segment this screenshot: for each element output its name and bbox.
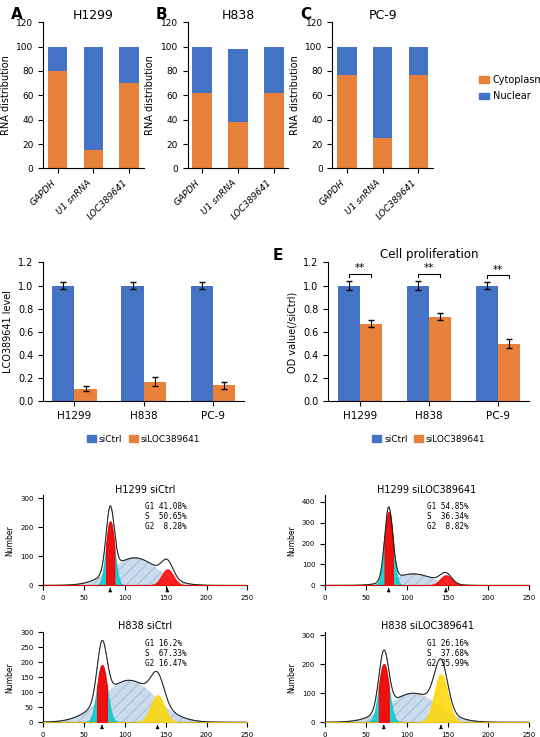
Legend: siCtrl, siLOC389641: siCtrl, siLOC389641 <box>369 431 489 447</box>
Title: PC-9: PC-9 <box>368 9 397 22</box>
Title: H1299: H1299 <box>73 9 114 22</box>
Bar <box>144 382 166 402</box>
Bar <box>373 138 393 169</box>
Bar <box>84 46 103 150</box>
Bar <box>337 46 356 74</box>
Text: G1 26.16%
S  37.68%
G2 35.99%: G1 26.16% S 37.68% G2 35.99% <box>427 638 469 668</box>
Title: H1299 siCtrl: H1299 siCtrl <box>115 485 176 495</box>
Bar <box>119 46 139 83</box>
Text: A: A <box>11 7 23 22</box>
Title: Cell proliferation: Cell proliferation <box>380 248 478 261</box>
Bar <box>337 74 356 169</box>
Bar <box>476 285 498 402</box>
Bar <box>122 285 144 402</box>
Bar <box>409 74 428 169</box>
Bar <box>48 46 68 71</box>
Bar <box>84 150 103 169</box>
Title: H838 siLOC389641: H838 siLOC389641 <box>381 621 474 632</box>
Bar <box>75 388 97 402</box>
Bar <box>429 317 451 402</box>
Text: **: ** <box>493 265 503 275</box>
Bar <box>48 71 68 169</box>
Text: **: ** <box>354 263 364 273</box>
Bar <box>119 83 139 169</box>
Bar <box>228 49 248 122</box>
Bar <box>52 285 75 402</box>
Text: G1 16.2%
S  67.33%
G2 16.47%: G1 16.2% S 67.33% G2 16.47% <box>145 638 187 668</box>
Legend: siCtrl, siLOC389641: siCtrl, siLOC389641 <box>84 431 204 447</box>
Y-axis label: RNA distribution: RNA distribution <box>145 55 156 135</box>
Title: H838 siCtrl: H838 siCtrl <box>118 621 172 632</box>
Title: H1299 siLOC389641: H1299 siLOC389641 <box>377 485 477 495</box>
Bar <box>373 46 393 138</box>
Y-axis label: RNA distribution: RNA distribution <box>290 55 300 135</box>
Bar <box>191 285 213 402</box>
Bar <box>338 285 360 402</box>
Text: E: E <box>272 248 282 264</box>
Y-axis label: Number: Number <box>287 525 296 556</box>
Y-axis label: Number: Number <box>5 662 15 693</box>
Text: G1 54.85%
S  36.34%
G2  8.82%: G1 54.85% S 36.34% G2 8.82% <box>427 502 469 531</box>
Bar <box>264 46 284 93</box>
Y-axis label: LCO389641 level: LCO389641 level <box>3 290 12 374</box>
Y-axis label: OD value(/siCtrl): OD value(/siCtrl) <box>288 291 298 373</box>
Y-axis label: Number: Number <box>287 662 296 693</box>
Bar <box>213 385 235 402</box>
Bar <box>498 343 520 402</box>
Y-axis label: Number: Number <box>5 525 15 556</box>
Text: **: ** <box>424 263 434 273</box>
Y-axis label: RNA distribution: RNA distribution <box>1 55 11 135</box>
Bar <box>192 93 212 169</box>
Text: C: C <box>300 7 312 22</box>
Title: H838: H838 <box>221 9 255 22</box>
Bar <box>407 285 429 402</box>
Bar <box>228 122 248 169</box>
Text: G1 41.08%
S  50.65%
G2  8.28%: G1 41.08% S 50.65% G2 8.28% <box>145 502 187 531</box>
Bar <box>192 46 212 93</box>
Bar <box>360 324 382 402</box>
Legend: Cytoplasmic, Nuclear: Cytoplasmic, Nuclear <box>479 74 540 102</box>
Bar <box>409 46 428 74</box>
Text: B: B <box>156 7 167 22</box>
Bar <box>264 93 284 169</box>
